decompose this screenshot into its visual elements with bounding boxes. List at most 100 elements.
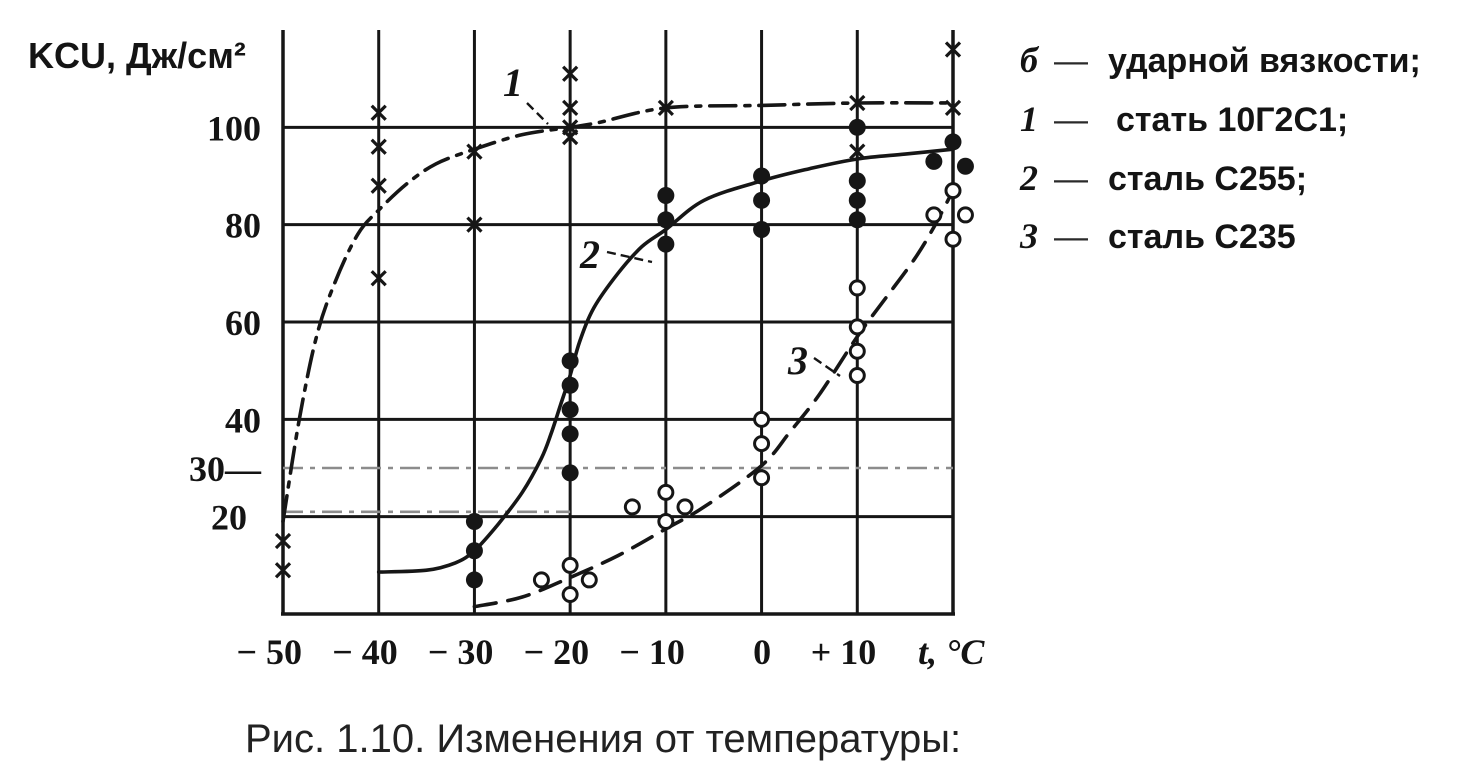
series-2-marker: [848, 211, 866, 229]
series-1-marker: [466, 216, 483, 233]
x-tick-label: − 20: [524, 632, 590, 672]
series-2-label-leader: [606, 250, 653, 264]
legend-separator: —: [1054, 101, 1088, 139]
series-1-marker: [562, 65, 579, 82]
series-2-marker: [465, 513, 483, 531]
series-2-marker: [561, 464, 579, 482]
series-3-curve: [472, 188, 955, 609]
series-2-marker: [465, 571, 483, 589]
series-2-marker: [925, 152, 943, 170]
series-1-marker: [370, 138, 387, 155]
series-1-marker: [849, 143, 866, 160]
series-1-marker: [370, 177, 387, 194]
series-3-marker: [753, 435, 771, 453]
x-axis-label: t, °C: [918, 632, 985, 672]
series-2-marker: [465, 542, 483, 560]
series-2-marker: [753, 221, 771, 239]
legend-item: 1 — стать 10Г2С1;: [1020, 99, 1348, 139]
legend-key: 1: [1020, 99, 1038, 139]
series-3-marker: [753, 410, 771, 428]
legend-text: ударной вязкости;: [1108, 42, 1421, 80]
series-3-label-leader: [813, 357, 841, 377]
series-3-marker: [561, 586, 579, 604]
series-1-marker: [944, 99, 962, 116]
series-1-label-leader: [526, 102, 549, 125]
legend-item: 2 — сталь С255;: [1019, 158, 1307, 198]
series-3-marker: [925, 206, 943, 224]
series-2-marker: [848, 191, 866, 209]
series-1-marker: [562, 99, 579, 116]
series-2-marker: [753, 191, 771, 209]
series-1-marker: [466, 143, 483, 160]
reference-lines: [283, 466, 953, 514]
series-1-marker: [274, 532, 292, 550]
series-2-marker: [944, 133, 962, 151]
series-2-marker: [848, 172, 866, 190]
series-1-marker: [562, 128, 579, 146]
x-tick-label: − 40: [332, 632, 398, 672]
legend-separator: —: [1054, 160, 1088, 198]
legend-text: стать 10Г2С1;: [1116, 101, 1348, 139]
series-3-marker: [623, 498, 641, 516]
legend-item: 3 — сталь С235: [1019, 216, 1296, 256]
series-2-label: 2: [579, 232, 600, 277]
series-3-marker: [848, 367, 866, 385]
x-tick-label: 0: [753, 632, 771, 672]
series-3-marker: [657, 483, 675, 501]
series-2-marker: [848, 118, 866, 136]
series-3-marker: [848, 279, 866, 297]
series-2-marker: [657, 235, 675, 253]
series-2-marker: [561, 401, 579, 419]
series-3-marker: [532, 571, 550, 589]
y-tick-label: 100: [207, 108, 261, 148]
series-3-marker: [848, 318, 866, 336]
series-3-marker: [956, 206, 974, 224]
x-tick-label: − 50: [236, 632, 302, 672]
series-2-marker: [956, 157, 974, 175]
series-1-marker: [849, 94, 866, 112]
series-3-marker: [848, 342, 866, 360]
series-markers: [274, 41, 974, 604]
legend-key: 2: [1019, 158, 1038, 198]
legend-text: сталь С235: [1108, 218, 1296, 256]
series-2-marker: [561, 352, 579, 370]
legend-key: 3: [1019, 216, 1038, 256]
series-1-marker: [274, 562, 292, 579]
series-1-marker: [944, 41, 962, 58]
y-tick-label: 30—: [189, 449, 262, 489]
tick-labels: − 50 − 40 − 30 − 20 − 10 0 + 10 100 80 60 40 30— 20: [189, 108, 876, 672]
series-3-marker: [561, 556, 579, 574]
series-3-label: 3: [787, 338, 808, 383]
series-1-curve: [281, 101, 955, 524]
series-3-marker: [944, 182, 962, 200]
x-tick-label: − 30: [428, 632, 494, 672]
series-2-marker: [657, 186, 675, 204]
y-tick-label: 20: [211, 498, 247, 538]
series-3-marker: [580, 571, 598, 589]
series-2-curve: [376, 147, 955, 574]
y-tick-label: 40: [225, 400, 261, 440]
series-3-marker: [944, 230, 962, 248]
series-3-marker: [657, 513, 675, 531]
legend: б — ударной вязкости; 1 — стать 10Г2С1; …: [1019, 40, 1421, 256]
legend-separator: —: [1054, 218, 1088, 256]
legend-key: б: [1020, 40, 1040, 80]
legend-text: сталь С255;: [1108, 160, 1307, 198]
series-2-marker: [657, 211, 675, 229]
series-1-label: 1: [503, 60, 523, 105]
y-tick-label: 60: [225, 303, 261, 343]
series-1-marker: [370, 104, 387, 121]
x-tick-label: − 10: [619, 632, 685, 672]
series-2-marker: [561, 376, 579, 394]
series-2-marker: [753, 167, 771, 185]
series-1-marker: [657, 99, 674, 116]
series-3-marker: [753, 469, 771, 487]
series-curves: [281, 101, 955, 609]
legend-item: б — ударной вязкости;: [1020, 40, 1421, 80]
y-axis-label: KCU, Дж/см²: [28, 35, 246, 76]
legend-separator: —: [1054, 42, 1088, 80]
figure-caption: Рис. 1.10. Изменения от температуры:: [245, 717, 961, 761]
curve-labels: 1 2 3: [503, 60, 841, 383]
